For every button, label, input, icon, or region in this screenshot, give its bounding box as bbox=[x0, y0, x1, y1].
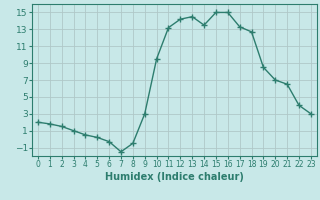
X-axis label: Humidex (Indice chaleur): Humidex (Indice chaleur) bbox=[105, 172, 244, 182]
